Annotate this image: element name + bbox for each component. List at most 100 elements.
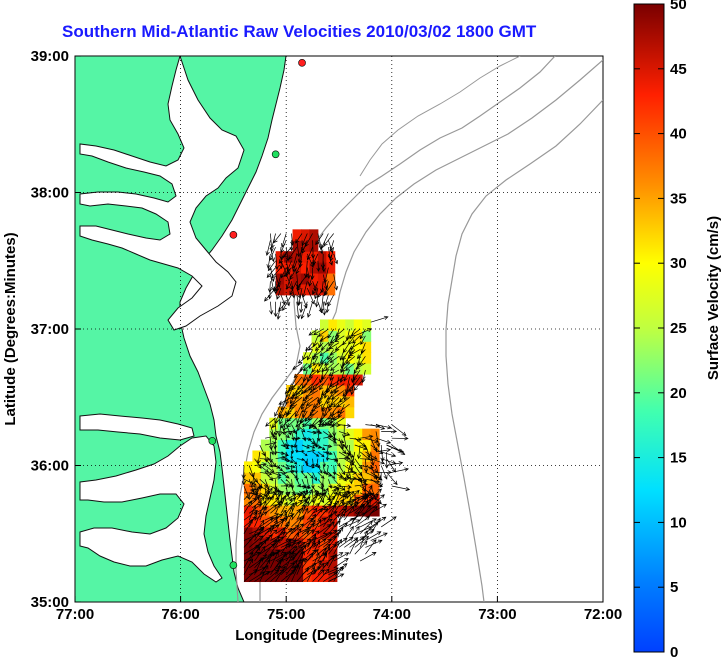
velocity-arrow [306,566,315,582]
velocity-arrow [285,485,290,497]
colorbar-tick-label: 50 [670,0,687,13]
velocity-arrow [323,281,334,297]
velocity-arrow [270,458,277,468]
velocity-arrow [359,328,366,340]
velocity-arrow [270,424,275,438]
velocity-cell [319,483,329,495]
velocity-arrow [324,356,334,366]
velocity-arrow [328,552,344,562]
grid-lines [75,56,603,602]
velocity-cell [311,450,321,462]
velocity-arrow [370,465,378,480]
velocity-cell [328,341,338,353]
velocity-cell [345,341,355,353]
velocity-arrow [338,472,347,482]
velocity-arrow [349,458,354,472]
velocity-arrow [243,558,254,575]
velocity-arrow [269,438,274,451]
velocity-arrow [311,492,315,504]
velocity-arrow [307,437,316,445]
velocity-arrow [333,376,340,394]
velocity-arrow [320,253,326,270]
velocity-cell [294,450,304,462]
velocity-arrow [349,342,361,350]
velocity-arrow [271,267,282,279]
velocity-arrow [286,540,303,548]
velocity-arrow [370,315,389,323]
velocity-arrow [270,489,277,500]
velocity-cell [362,319,372,331]
velocity-cell [328,352,338,364]
velocity-arrow [325,444,330,455]
velocity-arrow [274,410,282,424]
velocity-cell [328,395,338,408]
velocity-cell [311,461,321,473]
velocity-cell [328,384,338,397]
velocity-arrow [333,478,342,488]
velocity-arrow [311,281,319,296]
velocity-cell [370,494,380,506]
velocity-arrow [275,565,286,582]
velocity-cell [294,395,304,408]
velocity-arrow [280,539,298,548]
velocity-cell [319,461,329,473]
velocity-arrow [301,403,313,413]
velocity-cell [269,439,279,451]
velocity-cell [252,537,262,550]
velocity-arrow [333,557,349,569]
chesapeake-bay [79,56,245,331]
velocity-arrow [288,246,298,260]
velocity-cell [252,450,262,462]
velocity-cell [336,330,346,342]
velocity-arrow [333,274,339,291]
velocity-arrow [370,451,375,467]
velocity-arrow [370,438,378,452]
velocity-cell [294,439,304,451]
velocity-cell [319,374,329,386]
colorbar-ticks: 0 5 10 15 20 25 30 35 40 45 50 [634,0,687,659]
velocity-arrow [315,458,319,467]
velocity-arrow [254,545,266,562]
velocity-cell [362,450,372,462]
velocity-arrow [290,465,294,474]
axis-ticks: 77:00 76:00 75:00 74:00 73:00 72:00 39:00 38:00… [31,48,623,623]
velocity-arrow [315,233,324,246]
velocity-cell [303,450,313,462]
velocity-arrow [380,444,385,462]
velocity-arrow [330,390,345,400]
velocity-arrow [386,444,404,453]
velocity-arrow [302,349,308,361]
velocity-arrow [314,288,319,300]
velocity-arrow [286,525,300,535]
velocity-arrow [269,246,276,261]
velocity-arrow [358,356,366,366]
velocity-arrow [338,465,346,476]
velocity-arrow [317,485,326,492]
velocity-cell [286,516,296,528]
velocity-cell [292,229,302,241]
velocity-arrow [370,485,377,501]
velocity-cell [294,406,304,419]
velocity-cell [294,374,304,386]
velocity-cell [292,251,302,263]
velocity-arrow [284,383,298,394]
velocity-arrow [290,444,295,455]
velocity-arrow [359,552,377,562]
velocity-arrow [317,492,325,504]
velocity-arrow [350,451,356,466]
y-tick-label: 38:00 [31,185,69,202]
velocity-cell [311,352,321,364]
velocity-cell [345,363,355,375]
velocity-arrow [265,240,271,256]
velocity-arrow [342,335,350,346]
velocity-arrow [265,417,276,427]
velocity-arrow [304,410,313,423]
velocity-cell [260,548,270,561]
velocity-arrow [254,485,260,500]
velocity-cell [260,516,270,528]
velocity-arrow [328,472,336,480]
velocity-arrow [296,410,303,424]
velocity-arrow [344,470,358,475]
velocity-arrow [301,500,309,514]
velocity-cell [362,341,372,353]
